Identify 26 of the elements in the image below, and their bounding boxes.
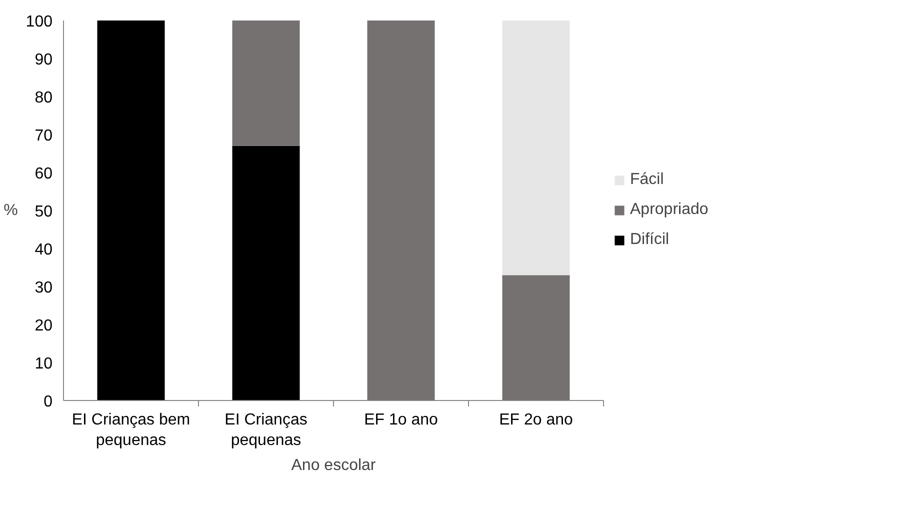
- y-tick-label: 70: [34, 128, 53, 144]
- bar: [502, 275, 570, 400]
- x-tick-label: EI Crianças pequenas: [224, 412, 308, 449]
- y-tick-label: 40: [34, 242, 53, 258]
- bar: [97, 20, 165, 400]
- x-tick-label: EI Crianças bem pequenas: [72, 412, 190, 449]
- x-axis-title: Ano escolar: [291, 456, 376, 474]
- y-tick-label: 20: [34, 318, 53, 334]
- y-tick-label: 50: [34, 204, 53, 220]
- y-tick-label: 90: [34, 52, 53, 68]
- y-tick-label: 100: [26, 14, 53, 30]
- y-tick-label: 10: [34, 356, 53, 372]
- y-tick-label: 80: [34, 90, 53, 106]
- legend-label: Difícil: [630, 231, 670, 249]
- y-axis-title: %: [4, 202, 18, 219]
- legend-label: Apropriado: [630, 201, 708, 219]
- x-tick-label: EF 1o ano: [364, 412, 438, 428]
- bar: [232, 146, 300, 400]
- y-tick-label: 30: [34, 280, 53, 296]
- bar: [232, 20, 300, 146]
- y-tick-label: 0: [44, 394, 53, 410]
- bar: [367, 20, 435, 400]
- legend-label: Fácil: [630, 171, 664, 189]
- x-tick-label: EF 2o ano: [499, 412, 574, 428]
- bar: [502, 20, 570, 276]
- y-tick-label: 60: [34, 166, 53, 182]
